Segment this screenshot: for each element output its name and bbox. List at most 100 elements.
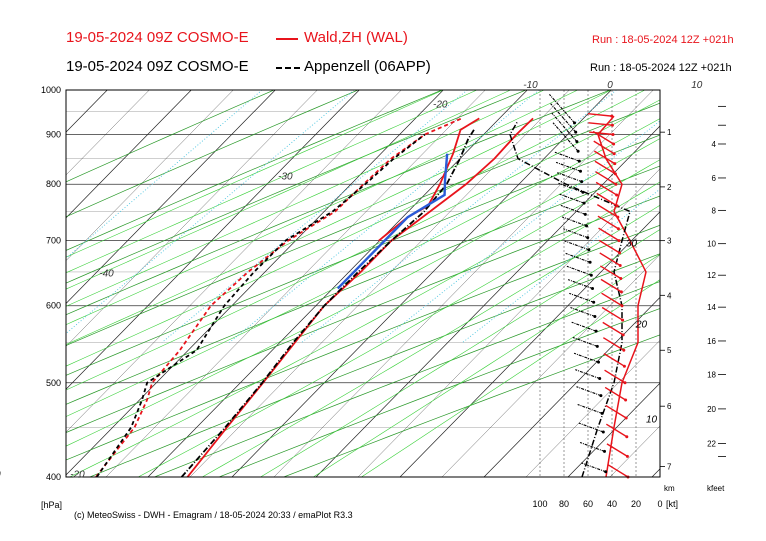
pressure-tick-label: 800 [46, 179, 61, 189]
mixing-ratio-line [66, 90, 263, 259]
dry-adiabat-line [66, 90, 527, 284]
isotherm-line [609, 425, 660, 477]
kfeet-tick-label: 10 [707, 240, 716, 249]
wind-barb [549, 94, 575, 124]
isotherm-line [189, 90, 570, 477]
mixing-ratio-line [462, 188, 660, 343]
wind-barb [595, 171, 617, 185]
wind-speed-tick-label: 60 [583, 499, 593, 509]
wind-barb [573, 352, 599, 363]
dry-adiabat-line [66, 165, 660, 405]
wind-barb-dot [603, 449, 606, 453]
pressure-tick-label: 500 [46, 378, 61, 388]
wind-speed-tick-label: 20 [631, 499, 641, 509]
wind-barb [554, 151, 580, 162]
isotherm-label: -20 [70, 470, 85, 481]
wind-barb [598, 239, 620, 254]
wind-speed-tick-label: 100 [532, 499, 547, 509]
kfeet-tick-label: 6 [712, 174, 717, 183]
wind-barb [559, 193, 585, 204]
wal-legend-label: Wald,ZH (WAL) [304, 29, 408, 46]
mixing-ratio-line [66, 90, 355, 335]
wind-barb [566, 265, 592, 276]
isotherm-line [357, 168, 660, 477]
wal-run-info: Run : 18-05-2024 12Z +021h [592, 34, 734, 46]
kfeet-tick-label: 22 [707, 440, 716, 449]
isotherm-label: 0 [607, 80, 613, 91]
wind-barb-dot [619, 276, 623, 280]
wind-barb [588, 122, 613, 126]
wind-barb [576, 386, 602, 397]
wind-barb [597, 215, 619, 230]
series-parcel-5 [336, 153, 449, 290]
dry-adiabat-line [66, 90, 275, 183]
wind-barb-dot [622, 348, 626, 352]
wind-barb-dot [580, 180, 584, 184]
wind-barb-dot [615, 204, 619, 208]
wind-barb-dot [610, 114, 614, 118]
series-temperature-2 [180, 129, 475, 477]
wind-barb [596, 204, 619, 218]
wind-barb [560, 204, 586, 215]
wind-profile-label: 10 [646, 415, 658, 426]
wind-barb-dot [624, 398, 628, 402]
wind-barb-dot [582, 201, 586, 205]
wind-barb [606, 443, 628, 457]
wind-barb [551, 112, 578, 142]
isotherm-label: -40 [99, 268, 114, 279]
isotherm-line [66, 90, 360, 390]
wal-legend-swatch [276, 38, 298, 40]
wind-barb-dot [573, 121, 576, 125]
moist-adiabat-line [66, 138, 660, 447]
dry-adiabat-line [154, 281, 660, 477]
moist-adiabat-line [202, 204, 660, 477]
wind-barb-dot [611, 132, 615, 136]
isotherm-line [231, 90, 612, 477]
wind-barb [561, 216, 587, 227]
wind-barb [604, 386, 626, 401]
isotherm-line [315, 125, 660, 477]
km-tick-label: 4 [667, 291, 672, 300]
wind-barb-dot [591, 287, 594, 291]
wind-barb [578, 422, 604, 433]
series-wind-speed-7 [509, 120, 631, 477]
km-tick-label: 7 [667, 463, 672, 472]
dry-adiabat-line [66, 90, 611, 316]
wind-speed-tick-label: 0 [657, 499, 662, 509]
kfeet-axis-label: kfeet [707, 484, 725, 493]
wind-barb [604, 369, 626, 384]
copyright-footer: (c) MeteoSwiss - DWH - Emagram / 18-05-2… [74, 510, 353, 520]
wind-barb-dot [601, 430, 605, 434]
wind-barb [581, 462, 606, 473]
wind-barb [596, 192, 618, 207]
isotherm-line [0, 90, 65, 477]
isotherm-line [399, 211, 660, 477]
isotherm-label: -10 [523, 80, 538, 91]
wind-barb-dot [594, 329, 598, 333]
km-tick-label: 6 [667, 402, 672, 411]
isotherm-line [66, 90, 108, 133]
wind-barb [567, 279, 593, 290]
kfeet-tick-label: 20 [707, 405, 716, 414]
wind-barb [595, 181, 617, 196]
profile-lines [95, 115, 647, 477]
wind-barb [563, 228, 588, 239]
moist-adiabat-line [66, 99, 660, 391]
wind-barb-dot [619, 290, 623, 294]
wind-barb-dot [576, 149, 580, 153]
plot-frame [65, 89, 661, 478]
isotherm-line [736, 90, 766, 477]
wind-barb-dot [616, 227, 620, 231]
moist-adiabat-line [66, 90, 477, 274]
wind-barb-dot [592, 300, 596, 304]
isotherm-label: -30 [0, 470, 1, 481]
pressure-tick-label: 600 [46, 301, 61, 311]
wind-barb [600, 278, 622, 293]
isotherm-line [525, 340, 660, 477]
series-dewpoint-3 [95, 117, 463, 477]
kfeet-tick-label: 16 [707, 337, 716, 346]
kfeet-tick-label: 12 [707, 271, 716, 280]
wind-barb-dot [621, 333, 625, 337]
wind-profile-label: 30 [626, 239, 638, 250]
wind-barb-dot [589, 273, 593, 277]
